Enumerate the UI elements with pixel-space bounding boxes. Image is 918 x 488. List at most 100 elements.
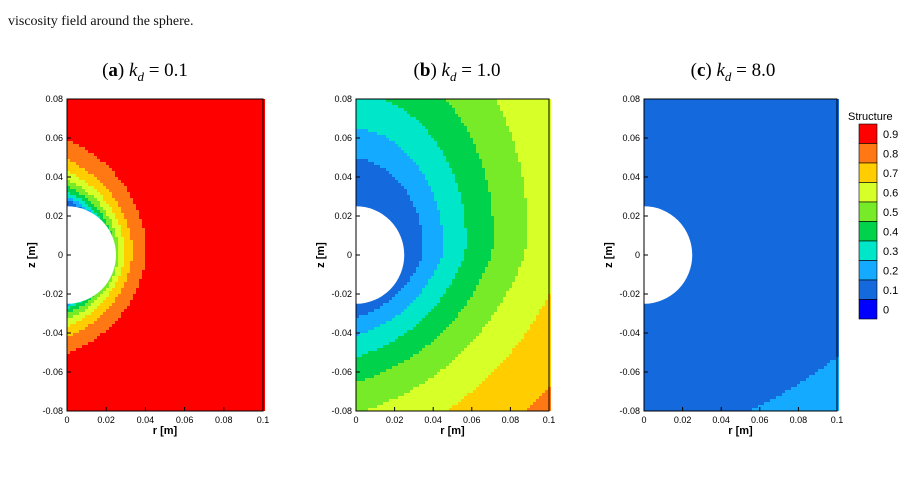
contour-cell xyxy=(220,306,223,309)
contour-cell xyxy=(184,213,187,216)
contour-cell xyxy=(223,264,226,267)
contour-cell xyxy=(211,186,214,189)
contour-cell xyxy=(76,105,79,108)
contour-cell xyxy=(199,219,202,222)
contour-cell xyxy=(76,201,79,204)
contour-cell xyxy=(124,225,127,228)
contour-cell xyxy=(220,270,223,273)
contour-cell xyxy=(103,111,106,114)
contour-cell xyxy=(184,225,187,228)
contour-cell xyxy=(256,183,259,186)
contour-cell xyxy=(94,132,97,135)
contour-cell xyxy=(109,210,112,213)
contour-cell xyxy=(73,315,76,318)
contour-cell xyxy=(91,171,94,174)
contour-cell xyxy=(100,189,103,192)
contour-cell xyxy=(166,201,169,204)
contour-cell xyxy=(232,192,235,195)
contour-cell xyxy=(226,243,229,246)
contour-cell xyxy=(247,273,250,276)
contour-cell xyxy=(247,195,250,198)
contour-cell xyxy=(118,282,121,285)
contour-cell xyxy=(103,315,106,318)
contour-cell xyxy=(238,198,241,201)
contour-cell xyxy=(238,162,241,165)
contour-cell xyxy=(190,243,193,246)
contour-cell xyxy=(190,129,193,132)
contour-cell xyxy=(133,285,136,288)
contour-cell xyxy=(178,306,181,309)
contour-cell xyxy=(208,261,211,264)
contour-cell xyxy=(259,225,262,228)
contour-cell xyxy=(106,114,109,117)
contour-cell xyxy=(166,279,169,282)
contour-cell xyxy=(232,171,235,174)
contour-cell xyxy=(250,171,253,174)
contour-cell xyxy=(247,312,250,315)
contour-cell xyxy=(226,123,229,126)
contour-cell xyxy=(157,108,160,111)
contour-cell xyxy=(199,183,202,186)
contour-cell xyxy=(220,309,223,312)
contour-cell xyxy=(211,279,214,282)
contour-cell xyxy=(148,177,151,180)
contour-cell xyxy=(139,219,142,222)
contour-cell xyxy=(163,294,166,297)
contour-cell xyxy=(97,192,100,195)
contour-cell xyxy=(187,282,190,285)
contour-cell xyxy=(229,195,232,198)
contour-cell xyxy=(148,135,151,138)
contour-cell xyxy=(223,114,226,117)
contour-cell xyxy=(70,150,73,153)
contour-cell xyxy=(184,270,187,273)
contour-cell xyxy=(208,144,211,147)
contour-cell xyxy=(229,189,232,192)
contour-cell xyxy=(118,252,121,255)
contour-cell xyxy=(220,243,223,246)
contour-cell xyxy=(139,282,142,285)
contour-cell xyxy=(250,297,253,300)
contour-cell xyxy=(106,180,109,183)
contour-cell xyxy=(211,180,214,183)
contour-cell xyxy=(94,318,97,321)
contour-cell xyxy=(178,312,181,315)
contour-cell xyxy=(178,165,181,168)
contour-cell xyxy=(157,192,160,195)
contour-cell xyxy=(109,222,112,225)
contour-cell xyxy=(238,108,241,111)
contour-cell xyxy=(211,117,214,120)
contour-cell xyxy=(142,195,145,198)
contour-cell xyxy=(202,108,205,111)
contour-cell xyxy=(79,315,82,318)
contour-cell xyxy=(250,252,253,255)
contour-cell xyxy=(253,315,256,318)
contour-cell xyxy=(217,297,220,300)
contour-cell xyxy=(247,189,250,192)
contour-cell xyxy=(82,180,85,183)
contour-cell xyxy=(151,312,154,315)
contour-cell xyxy=(259,126,262,129)
contour-cell xyxy=(220,144,223,147)
contour-cell xyxy=(172,114,175,117)
contour-cell xyxy=(229,321,232,324)
contour-cell xyxy=(112,300,115,303)
contour-cell xyxy=(118,162,121,165)
contour-cell xyxy=(253,147,256,150)
contour-cell xyxy=(112,111,115,114)
contour-cell xyxy=(73,189,76,192)
contour-cell xyxy=(196,288,199,291)
contour-cell xyxy=(139,189,142,192)
contour-cell xyxy=(109,198,112,201)
contour-cell xyxy=(94,207,97,210)
contour-cell xyxy=(175,255,178,258)
contour-cell xyxy=(82,126,85,129)
contour-cell xyxy=(166,102,169,105)
contour-cell xyxy=(202,210,205,213)
contour-cell xyxy=(160,234,163,237)
contour-cell xyxy=(250,255,253,258)
contour-cell xyxy=(196,141,199,144)
contour-cell xyxy=(139,180,142,183)
contour-cell xyxy=(169,165,172,168)
contour-cell xyxy=(166,240,169,243)
contour-cell xyxy=(199,216,202,219)
